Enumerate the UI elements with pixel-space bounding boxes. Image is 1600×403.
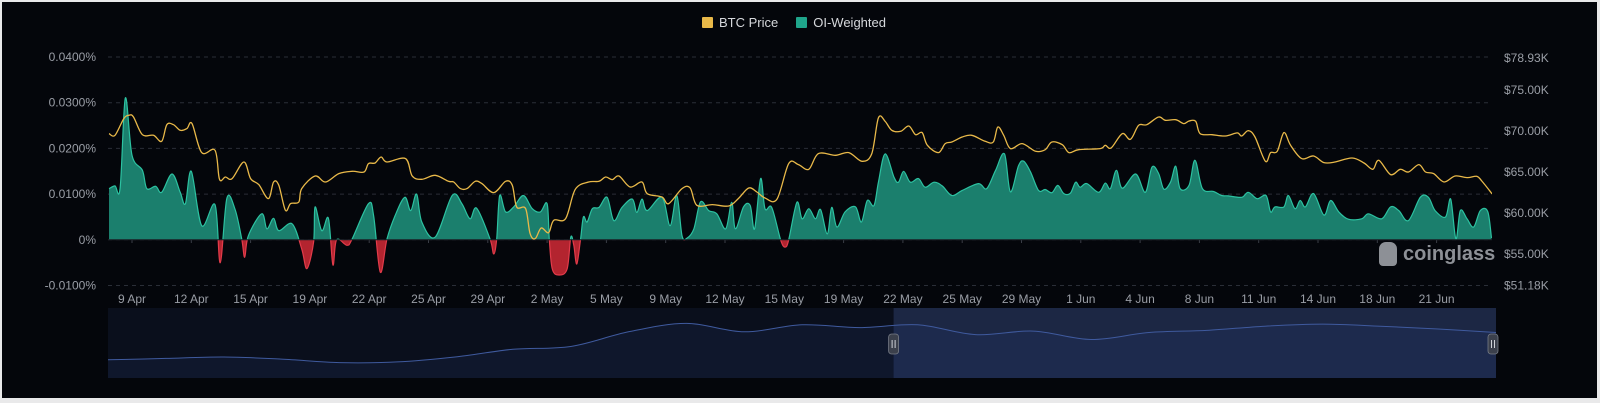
x-tick-label: 5 May <box>590 292 623 306</box>
x-tick-label: 14 Jun <box>1300 292 1336 306</box>
oi-weighted-negative-area <box>109 98 1492 275</box>
right-tick-label: $65.00K <box>1504 165 1549 179</box>
x-tick-label: 25 Apr <box>411 292 446 306</box>
x-tick-label: 15 May <box>765 292 804 306</box>
oi-weighted-negative-line <box>109 98 1492 275</box>
right-axis: $78.93K $75.00K $70.00K $65.00K $60.00K $55.0… <box>1504 51 1549 293</box>
left-tick-label: 0.0100% <box>49 187 97 201</box>
gridlines <box>108 57 1492 286</box>
x-tick-label: 1 Jun <box>1066 292 1095 306</box>
navigator[interactable] <box>108 308 1498 378</box>
x-tick-label: 21 Jun <box>1419 292 1455 306</box>
x-tick-label: 22 Apr <box>352 292 387 306</box>
x-tick-label: 4 Jun <box>1125 292 1154 306</box>
x-tick-label: 29 May <box>1002 292 1041 306</box>
legend-item-btc-price[interactable]: BTC Price <box>702 15 778 30</box>
chart-container: 0.0400% 0.0300% 0.0200% 0.0100% 0% -0.0100% $… <box>2 2 1597 398</box>
left-tick-label: -0.0100% <box>45 279 97 293</box>
navigator-right-handle[interactable] <box>1488 334 1498 354</box>
handle-grip-icon[interactable] <box>889 334 899 354</box>
navigator-left-handle[interactable] <box>889 334 899 354</box>
right-tick-label: $60.00K <box>1504 206 1549 220</box>
x-tick-label: 9 May <box>649 292 682 306</box>
oi-weighted-positive-line <box>109 98 1492 275</box>
x-tick-label: 12 Apr <box>174 292 209 306</box>
x-tick-label: 18 Jun <box>1359 292 1395 306</box>
legend-label: BTC Price <box>719 15 778 30</box>
handle-grip-icon[interactable] <box>1488 334 1498 354</box>
x-tick-label: 22 May <box>883 292 922 306</box>
left-tick-label: 0.0200% <box>49 141 97 155</box>
x-tick-label: 11 Jun <box>1241 292 1276 306</box>
x-tick-label: 19 May <box>824 292 863 306</box>
right-tick-label: $75.00K <box>1504 83 1549 97</box>
watermark-text: coinglass <box>1403 243 1495 266</box>
left-tick-label: 0.0300% <box>49 96 97 110</box>
coinglass-logo-icon <box>1379 242 1397 266</box>
x-tick-label: 9 Apr <box>118 292 146 306</box>
coinglass-watermark: coinglass <box>1379 242 1495 266</box>
legend-label: OI-Weighted <box>813 15 886 30</box>
left-tick-label: 0% <box>79 233 97 247</box>
x-tick-label: 29 Apr <box>470 292 505 306</box>
left-tick-label: 0.0400% <box>49 50 97 64</box>
x-tick-label: 15 Apr <box>233 292 268 306</box>
right-tick-label: $78.93K <box>1504 51 1549 65</box>
left-axis: 0.0400% 0.0300% 0.0200% 0.0100% 0% -0.0100% <box>45 50 97 293</box>
legend: BTC Price OI-Weighted <box>702 15 886 30</box>
x-axis: 9 Apr 12 Apr 15 Apr 19 Apr 22 Apr 25 Apr 29 Ap… <box>118 240 1455 306</box>
btc-price-swatch-icon <box>702 17 713 28</box>
plot-area[interactable] <box>108 98 1492 275</box>
legend-item-oi-weighted[interactable]: OI-Weighted <box>796 15 886 30</box>
right-tick-label: $51.18K <box>1504 278 1549 292</box>
x-tick-label: 2 May <box>531 292 564 306</box>
x-tick-label: 25 May <box>943 292 982 306</box>
x-tick-label: 12 May <box>705 292 744 306</box>
oi-weighted-positive-area <box>109 98 1492 275</box>
x-tick-label: 19 Apr <box>293 292 328 306</box>
right-tick-label: $70.00K <box>1504 124 1549 138</box>
oi-weighted-swatch-icon <box>796 17 807 28</box>
right-tick-label: $55.00K <box>1504 247 1549 261</box>
x-tick-label: 8 Jun <box>1185 292 1214 306</box>
